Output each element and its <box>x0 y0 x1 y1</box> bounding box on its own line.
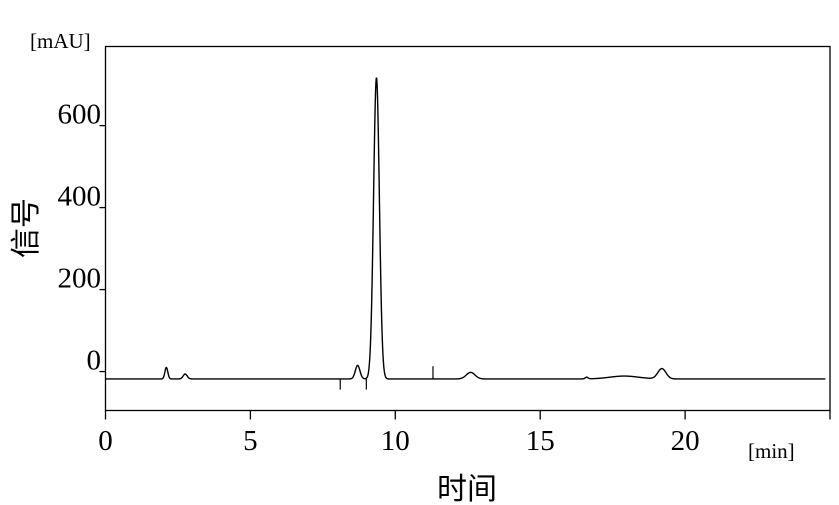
x-axis: 0 5 10 15 20 <box>98 410 831 457</box>
x-axis-title: 时间 <box>437 473 497 505</box>
x-tick-label: 0 <box>98 425 113 457</box>
spike-marks <box>339 366 434 390</box>
y-axis: 0 200 400 600 <box>58 99 106 377</box>
y-tick-label: 400 <box>58 181 102 213</box>
x-tick-label: 5 <box>243 425 258 457</box>
signal-trace <box>105 77 826 380</box>
y-tick-label: 0 <box>87 345 102 377</box>
x-tick-label: 20 <box>671 425 700 457</box>
y-unit-label: [mAU] <box>30 29 91 53</box>
y-tick-label: 600 <box>58 99 102 131</box>
plot-frame <box>104 45 831 412</box>
x-tick-label: 10 <box>381 425 410 457</box>
x-tick-label: 15 <box>526 425 555 457</box>
y-tick-label: 200 <box>58 263 102 295</box>
y-axis-title: 信号 <box>10 198 43 258</box>
x-unit-label: [min] <box>748 439 795 463</box>
